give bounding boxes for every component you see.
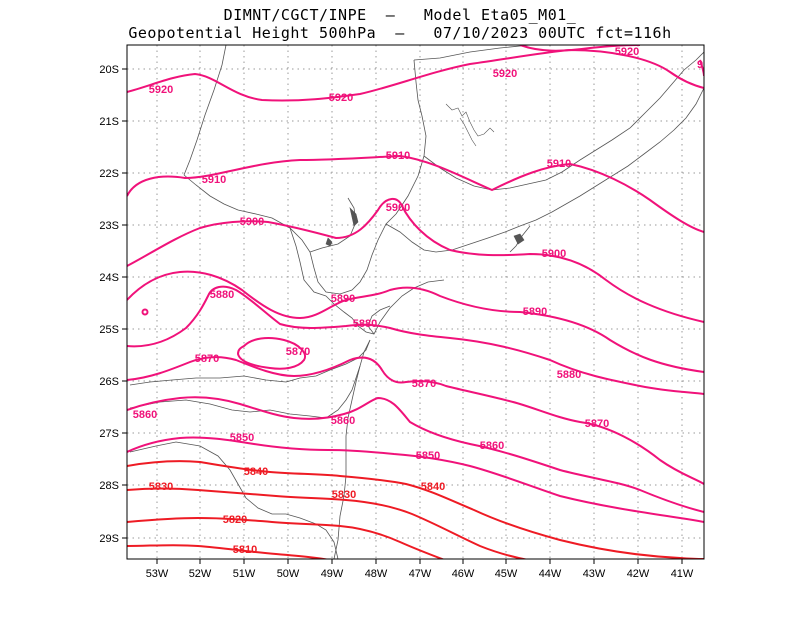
contour-5810 xyxy=(127,544,330,559)
contour-labels: 5920 5920 5920 5920 9 5910 5910 5910 590… xyxy=(133,46,703,556)
lon-label: 53W xyxy=(146,568,169,580)
contour-label: 5920 xyxy=(615,46,639,58)
contour-label: 5860 xyxy=(480,440,504,452)
contour-5870-a xyxy=(127,356,704,485)
contour-label: 5870 xyxy=(195,353,219,365)
lat-label: 29S xyxy=(99,533,119,545)
contour-label: 5810 xyxy=(233,544,257,556)
lon-label: 51W xyxy=(233,568,256,580)
contour-label: 5870 xyxy=(585,418,609,430)
lat-label: 28S xyxy=(99,480,119,492)
lon-label: 49W xyxy=(321,568,344,580)
contour-label: 9 xyxy=(697,59,703,71)
coastline-borders xyxy=(129,45,704,559)
contour-5910 xyxy=(127,154,704,233)
contour-label: 5840 xyxy=(244,466,268,478)
lon-label: 48W xyxy=(365,568,388,580)
contour-label: 5850 xyxy=(416,450,440,462)
lon-label: 42W xyxy=(627,568,650,580)
contour-label: 5890 xyxy=(331,293,355,305)
lat-label: 23S xyxy=(99,220,119,232)
lon-labels: 53W 52W 51W 50W 49W 48W 47W 46W 45W 44W … xyxy=(146,568,694,580)
lon-label: 43W xyxy=(583,568,606,580)
axis-ticks xyxy=(122,68,683,564)
contour-label: 5910 xyxy=(202,174,226,186)
contour-label: 5820 xyxy=(223,514,247,526)
contour-label: 5840 xyxy=(421,481,445,493)
contour-label: 5870 xyxy=(412,378,436,390)
contour-label: 5880 xyxy=(557,369,581,381)
contour-5830 xyxy=(127,487,529,559)
lon-label: 44W xyxy=(539,568,562,580)
contour-label: 5900 xyxy=(542,248,566,260)
lat-label: 26S xyxy=(99,376,119,388)
contour-5900 xyxy=(127,198,704,323)
contour-label: 5900 xyxy=(240,216,264,228)
contour-5850 xyxy=(127,436,704,523)
contour-5860 xyxy=(127,396,704,513)
contour-label: 5890 xyxy=(523,306,547,318)
contour-label: 5860 xyxy=(133,409,157,421)
lat-label: 25S xyxy=(99,324,119,336)
contours-red xyxy=(127,460,704,559)
lon-label: 47W xyxy=(409,568,432,580)
lat-labels: 20S 21S 22S 23S 24S 25S 26S 27S 28S 29S xyxy=(99,64,119,545)
lat-label: 20S xyxy=(99,64,119,76)
lat-label: 24S xyxy=(99,272,119,284)
contour-5890 xyxy=(127,270,704,373)
contour-label: 5910 xyxy=(386,150,410,162)
contour-label: 5910 xyxy=(547,158,571,170)
contour-label: 5920 xyxy=(493,68,517,80)
contour-label: 5900 xyxy=(386,202,410,214)
contour-label: 5920 xyxy=(149,84,173,96)
contour-5880-a xyxy=(127,285,704,395)
lon-label: 50W xyxy=(277,568,300,580)
contour-5880-small xyxy=(141,308,149,316)
contour-label: 5920 xyxy=(329,92,353,104)
lat-label: 22S xyxy=(99,168,119,180)
contours-magenta xyxy=(127,45,704,523)
lakes xyxy=(325,103,525,247)
lat-label: 27S xyxy=(99,428,119,440)
contour-5840 xyxy=(127,460,704,559)
figure-title-line1: DIMNT/CGCT/INPE – Model Eta05_M01_ xyxy=(223,6,577,24)
contour-label: 5870 xyxy=(286,346,310,358)
contour-label: 5830 xyxy=(332,489,356,501)
contour-label: 5880 xyxy=(353,318,377,330)
lon-label: 41W xyxy=(671,568,694,580)
contour-label: 5830 xyxy=(149,481,173,493)
plot-frame xyxy=(126,44,705,560)
figure-title-line2: Geopotential Height 500hPa – 07/10/2023 … xyxy=(128,24,672,42)
contour-label: 5880 xyxy=(210,289,234,301)
contour-5920-a xyxy=(127,48,704,102)
grid xyxy=(127,45,704,559)
lon-label: 52W xyxy=(189,568,212,580)
contour-label: 5850 xyxy=(230,432,254,444)
contour-5820 xyxy=(127,516,445,559)
lat-label: 21S xyxy=(99,116,119,128)
lon-label: 45W xyxy=(495,568,518,580)
contour-label: 5860 xyxy=(331,415,355,427)
lon-label: 46W xyxy=(452,568,475,580)
contour-5870-loop xyxy=(236,337,306,370)
